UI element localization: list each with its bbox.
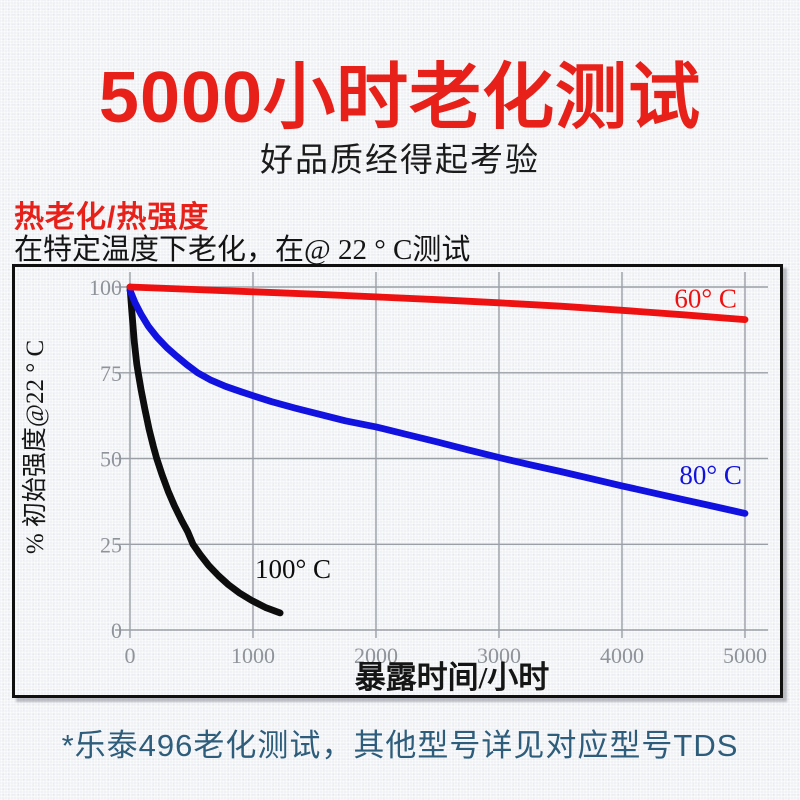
page-subtitle: 好品质经得起考验 [260, 141, 540, 178]
y-axis-title: % 初始强度@22 ° C [21, 340, 49, 554]
x-tick-label-2000: 2000 [354, 643, 398, 668]
page-title: 5000小时老化测试 [98, 58, 702, 138]
x-tick-label-0: 0 [125, 643, 136, 668]
y-tick-label-50: 50 [100, 447, 122, 472]
series-line-80c [126, 286, 749, 517]
footnote: *乐泰496老化测试，其他型号详见对应型号TDS [61, 728, 739, 763]
chart-svg: 0 1000 2000 3000 4000 5000 0 25 50 75 100 100° C 80°… [21, 272, 768, 695]
x-tick-label-4000: 4000 [600, 643, 644, 668]
section-heading: 热老化/热强度 [14, 201, 210, 234]
x-tick-label-5000: 5000 [723, 643, 767, 668]
x-tick-label-1000: 1000 [231, 643, 275, 668]
section-description: 在特定温度下老化，在@ 22 ° C测试 [14, 234, 471, 266]
series-label-60c: 60° C [674, 284, 737, 314]
series-label-80c: 80° C [679, 460, 742, 490]
y-tick-label-100: 100 [89, 275, 122, 300]
series-label-100c: 100° C [255, 554, 331, 584]
aging-test-chart: 0 1000 2000 3000 4000 5000 0 25 50 75 100 100° C 80°… [12, 264, 783, 698]
y-tick-label-0: 0 [111, 618, 122, 643]
series-line-60c [126, 283, 749, 323]
series-line-100c [126, 283, 284, 617]
y-tick-label-75: 75 [100, 361, 122, 386]
y-tick-label-25: 25 [100, 532, 122, 557]
x-tick-label-3000: 3000 [477, 643, 521, 668]
x-axis-title: 暴露时间/小时 [355, 660, 550, 695]
